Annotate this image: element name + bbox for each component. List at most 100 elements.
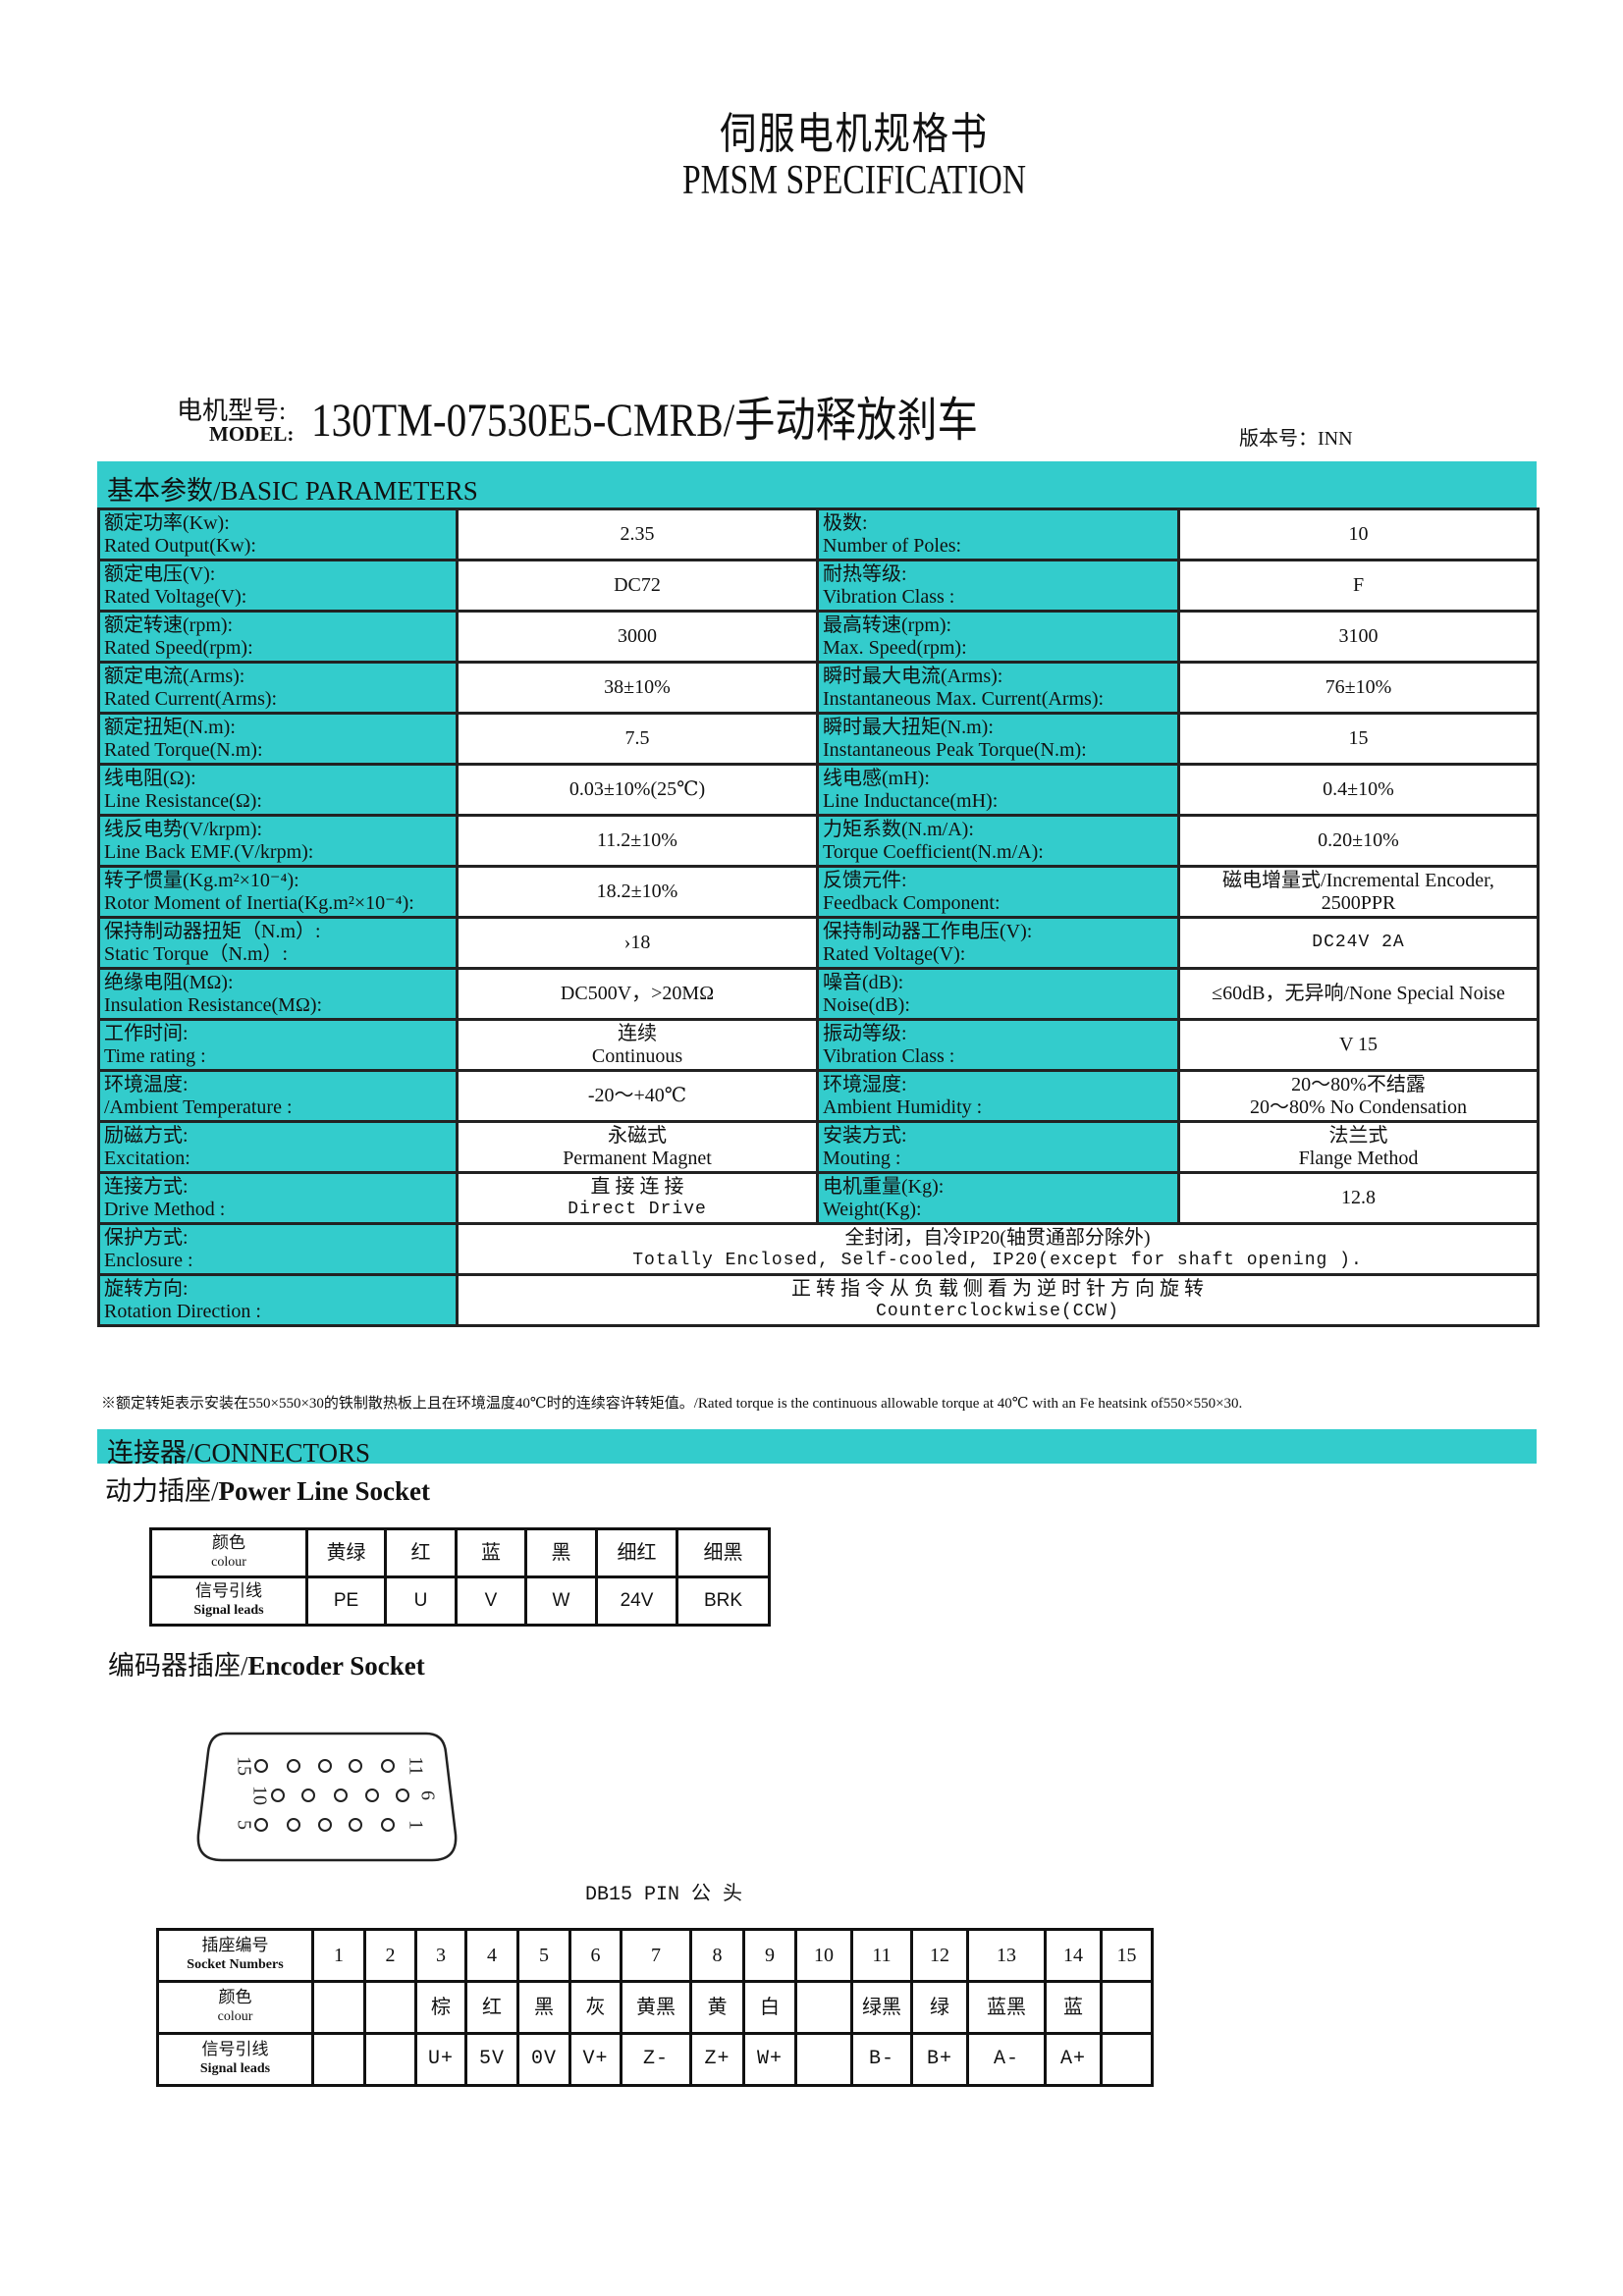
param-label-en: Line Resistance(Ω): <box>104 789 262 812</box>
param-label-cn: 最高转速(rpm): <box>823 614 952 636</box>
param-label-en: /Ambient Temperature : <box>104 1095 293 1118</box>
param-value: 永磁式 Permanent Magnet <box>456 1120 819 1174</box>
power-signal-cell: U <box>384 1575 458 1627</box>
param-label-en: Rated Output(Kw): <box>104 534 256 557</box>
power-colour-cell: 细黑 <box>676 1527 771 1578</box>
value-line: 法兰式 <box>1328 1124 1388 1147</box>
row-label-en: Socket Numbers <box>187 1957 284 1972</box>
db15-pin <box>396 1789 409 1802</box>
value-line: ›18 <box>623 932 651 953</box>
param-value: ≤60dB，无异响/None Special Noise <box>1177 967 1540 1021</box>
param-label-en: Excitation: <box>104 1147 190 1169</box>
pin-label-11: 11 <box>405 1756 426 1775</box>
param-label-en: Instantaneous Peak Torque(N.m): <box>823 738 1087 761</box>
power-socket-title-en: Power Line Socket <box>218 1476 430 1506</box>
param-value: 连续 Continuous <box>456 1018 819 1072</box>
param-label-cn: 瞬时最大电流(Arms): <box>823 665 1003 687</box>
value-line: F <box>1352 574 1365 596</box>
param-label: 线电阻(Ω): Line Resistance(Ω): <box>97 763 459 817</box>
param-value: 法兰式 Flange Method <box>1177 1120 1540 1174</box>
encoder-colour-cell: 绿黑 <box>850 1980 913 2035</box>
model-label: 电机型号: <box>177 397 287 425</box>
param-label-cn: 环境湿度: <box>823 1073 907 1095</box>
basic-parameters-header: 基本参数/BASIC PARAMETERS <box>97 461 1537 507</box>
param-row: 环境温度:/Ambient Temperature : -20～+40℃ 环境湿度:… <box>97 1069 1540 1123</box>
db15-pin <box>254 1759 268 1773</box>
param-label: 线反电势(V/krpm): Line Back EMF.(V/krpm): <box>97 814 459 868</box>
model-label-en: MODEL: <box>209 422 295 446</box>
encoder-socket-cell: 8 <box>689 1928 745 1983</box>
power-socket-title: 动力插座/Power Line Socket <box>105 1469 430 1508</box>
param-label-cn: 线电阻(Ω): <box>104 767 196 789</box>
param-label-en: Enclosure : <box>104 1249 193 1271</box>
power-row-header: 信号引线 Signal leads <box>149 1575 308 1627</box>
param-label-cn: 保护方式: <box>104 1226 189 1249</box>
encoder-colour-cell: 黄 <box>689 1980 745 2035</box>
power-colour-cell: 蓝 <box>455 1527 527 1578</box>
value-line: 10 <box>1348 523 1369 545</box>
pin-label-6: 6 <box>416 1790 438 1800</box>
encoder-socket-cell: 5 <box>516 1928 571 1983</box>
param-value: 10 <box>1177 507 1540 561</box>
param-row: 转子惯量(Kg.m²×10⁻⁴): Rotor Moment of Inertia… <box>97 865 1540 919</box>
param-label-cn: 额定转速(rpm): <box>104 614 234 636</box>
param-label: 电机重量(Kg): Weight(Kg): <box>816 1171 1180 1225</box>
encoder-row-colour: 颜色 colour 棕红黑灰黄黑黄白绿黑绿蓝黑蓝 <box>156 1980 1154 2035</box>
param-label-cn: 旋转方向: <box>104 1277 189 1300</box>
value-line: Counterclockwise(CCW) <box>876 1301 1119 1321</box>
param-label-cn: 电机重量(Kg): <box>823 1175 945 1198</box>
encoder-socket-title-cn: 编码器插座/ <box>108 1651 248 1681</box>
param-label: 耐热等级: Vibration Class : <box>816 559 1180 613</box>
param-label-cn: 励磁方式: <box>104 1124 189 1147</box>
param-label-cn: 噪音(dB): <box>823 971 904 993</box>
value-line: 连续 <box>618 1022 657 1044</box>
encoder-socket-cell: 13 <box>966 1928 1047 1983</box>
param-label-en: Insulation Resistance(MΩ): <box>104 993 323 1016</box>
param-value: 7.5 <box>456 712 819 766</box>
value-line: -20～+40℃ <box>587 1085 687 1106</box>
param-row: 线电阻(Ω): Line Resistance(Ω): 0.03±10%(25℃) 线… <box>97 763 1540 817</box>
value-line: DC24V 2A <box>1312 933 1405 952</box>
param-label-en: Vibration Class : <box>823 1044 955 1067</box>
power-socket-table: 颜色 colour 黄绿红蓝黑细红 细黑 信号引线 Signal leads PE U V W 24… <box>149 1527 771 1627</box>
row-label-cn: 信号引线 <box>201 2040 269 2058</box>
value-line: 正 转 指 令 从 负 载 侧 看 为 逆 时 针 方 向 旋 转 <box>791 1277 1204 1300</box>
value-line: DC72 <box>614 574 661 596</box>
power-colour-cell: 红 <box>384 1527 458 1578</box>
encoder-colour-cell: 蓝 <box>1044 1980 1103 2035</box>
param-label-cn: 环境温度: <box>104 1073 189 1095</box>
value-line: 0.03±10%(25℃) <box>568 778 706 800</box>
param-value: ›18 <box>456 916 819 970</box>
param-label-en: Rotor Moment of Inertia(Kg.m²×10⁻⁴): <box>104 891 414 914</box>
param-label: 保护方式: Enclosure : <box>97 1222 459 1276</box>
param-row: 连接方式: Drive Method :直 接 连 接 Direct Drive 电机… <box>97 1171 1540 1225</box>
param-label-cn: 极数: <box>823 511 868 534</box>
value-line: 直 接 连 接 <box>590 1175 684 1198</box>
value-line: 20～80% No Condensation <box>1249 1095 1468 1118</box>
db15-pin <box>254 1818 268 1832</box>
encoder-row-signal: 信号引线 Signal leads U+ 5V 0V V+ Z- Z+ W+ B- B+ A- A+ <box>156 2032 1154 2087</box>
value-line: 3000 <box>618 625 657 647</box>
param-label-cn: 额定扭矩(N.m): <box>104 716 236 738</box>
param-label-cn: 安装方式: <box>823 1124 907 1147</box>
value-line: 7.5 <box>624 727 650 749</box>
param-label-en: Static Torque（N.m）: <box>104 942 289 965</box>
param-label-en: Noise(dB): <box>823 993 910 1016</box>
param-value: 2.35 <box>456 507 819 561</box>
param-label-cn: 保持制动器扭矩（N.m）: <box>104 920 321 942</box>
pin-label-5: 5 <box>233 1820 254 1830</box>
param-value: 20～80%不结露 20～80% No Condensation <box>1177 1069 1540 1123</box>
encoder-row-header: 信号引线 Signal leads <box>156 2032 314 2087</box>
param-row: 额定电流(Arms): Rated Current(Arms): 38±10% 瞬时最… <box>97 661 1540 715</box>
param-label-en: Rated Current(Arms): <box>104 687 278 710</box>
value-line: 0.20±10% <box>1318 829 1399 851</box>
encoder-signal-cell <box>363 2032 417 2087</box>
encoder-colour-cell: 白 <box>742 1980 797 2035</box>
param-value: 11.2±10% <box>456 814 819 868</box>
param-label: 连接方式: Drive Method : <box>97 1171 459 1225</box>
row-label-en: colour <box>217 2009 253 2024</box>
param-row: 额定转速(rpm): Rated Speed(rpm): 3000 最高转速(rpm)… <box>97 610 1540 664</box>
param-label-en: Rated Voltage(V): <box>104 585 247 608</box>
value-line: Totally Enclosed, Self-cooled, IP20(exce… <box>632 1250 1363 1270</box>
param-label: 额定电压(V): Rated Voltage(V): <box>97 559 459 613</box>
